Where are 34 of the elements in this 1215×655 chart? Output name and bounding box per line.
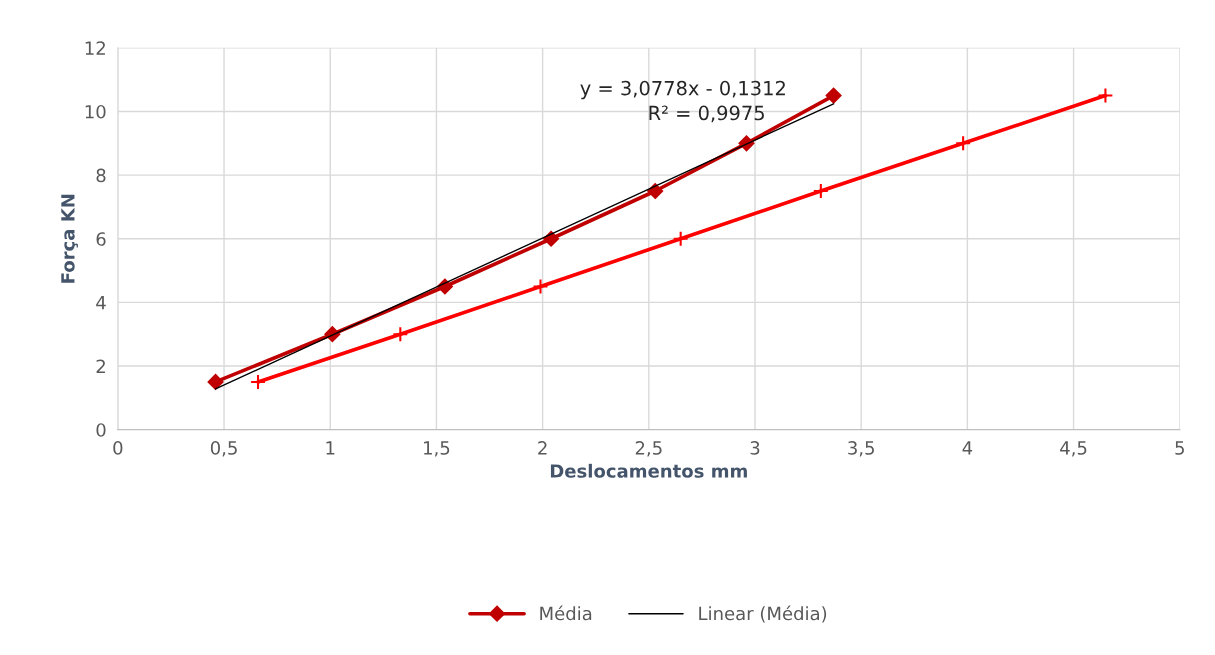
y-tick-label: 6 xyxy=(96,232,106,246)
point xyxy=(672,230,689,247)
x-tick-label: 3,5 xyxy=(848,441,874,457)
x-tick-label: 5 xyxy=(1175,441,1184,455)
x-tick-label: 0 xyxy=(113,441,123,455)
y-tick-label: 4 xyxy=(96,296,106,310)
point xyxy=(1097,87,1114,104)
x-tick-label: 4,5 xyxy=(1060,441,1087,457)
point xyxy=(812,183,829,199)
y-tick-label: 8 xyxy=(96,168,106,183)
legend-label: Linear (Média) xyxy=(699,605,827,623)
x-tick-label: 4 xyxy=(962,441,973,455)
x-tick-label: 1,5 xyxy=(424,441,450,457)
annotation: y = 3,0778x - 0,1312 xyxy=(580,80,785,100)
legend-label: Média xyxy=(540,605,592,621)
y-tick-label: 10 xyxy=(85,104,106,119)
x-tick-label: 1 xyxy=(326,441,335,455)
point xyxy=(207,374,224,390)
point xyxy=(532,278,549,295)
point xyxy=(392,326,409,343)
y-axis-title: Força KN xyxy=(61,194,78,283)
point xyxy=(250,373,267,390)
x-tick-label: 2 xyxy=(538,441,547,455)
point xyxy=(543,230,560,247)
x-axis-title: Deslocamentos mm xyxy=(550,463,747,478)
point xyxy=(825,87,842,104)
x-tick-label: 2,5 xyxy=(635,441,662,457)
y-tick-label: 0 xyxy=(96,423,106,437)
x-tick-label: 3 xyxy=(750,441,760,455)
x-tick-label: 0,5 xyxy=(210,441,237,457)
point xyxy=(955,135,972,152)
y-tick-label: 2 xyxy=(96,359,105,373)
y-tick-label: 12 xyxy=(85,41,105,55)
annotation: R² = 0,9975 xyxy=(649,105,764,123)
